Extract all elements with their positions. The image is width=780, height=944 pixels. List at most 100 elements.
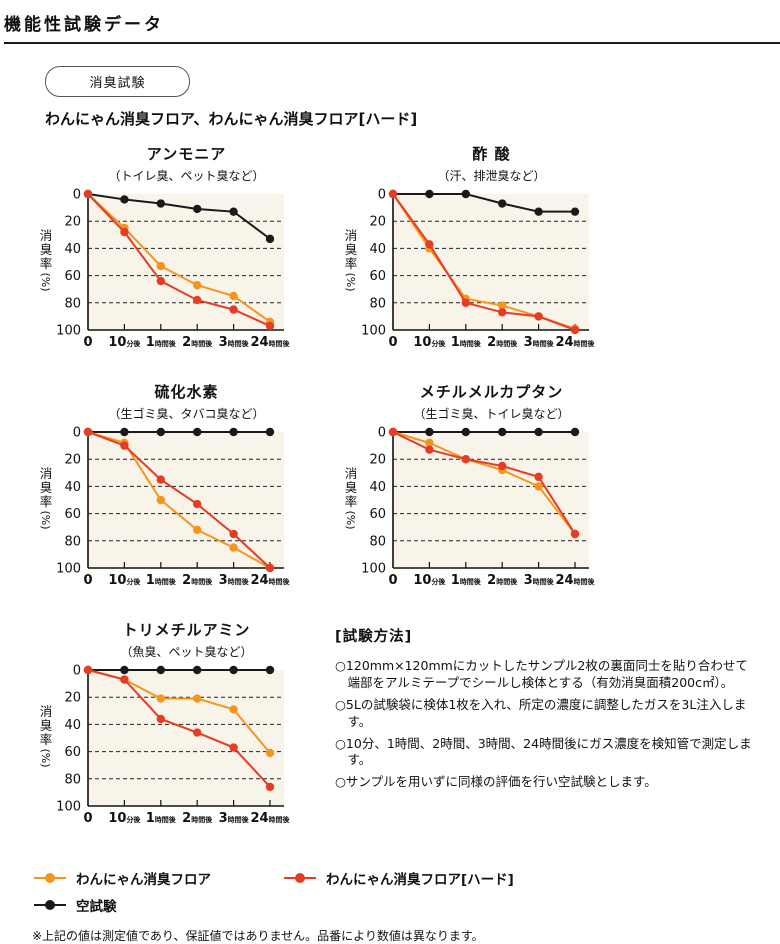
svg-text:率: 率 xyxy=(40,732,53,747)
svg-text:(%): (%) xyxy=(39,748,52,767)
svg-text:10分後: 10分後 xyxy=(108,335,141,350)
test-method-title: [試験方法] xyxy=(335,629,413,645)
legend-row-2: 空試験 xyxy=(34,895,780,915)
legend-label: 空試験 xyxy=(76,899,117,915)
svg-text:2時間後: 2時間後 xyxy=(182,335,213,350)
svg-text:0: 0 xyxy=(83,335,92,350)
svg-text:24時間後: 24時間後 xyxy=(250,573,290,588)
svg-text:3時間後: 3時間後 xyxy=(219,335,250,350)
svg-text:2時間後: 2時間後 xyxy=(182,811,213,826)
svg-text:10分後: 10分後 xyxy=(413,573,446,588)
svg-text:臭: 臭 xyxy=(40,480,53,495)
svg-text:0: 0 xyxy=(378,426,386,441)
chart-hydrogen-sulfide: 硫化水素 （生ゴミ臭、タバコ臭など） 0 20 40 60 80 100 0 10分後 1時間後… xyxy=(30,381,315,596)
chart-title: アンモニア xyxy=(146,145,227,163)
svg-text:率: 率 xyxy=(345,256,358,271)
svg-text:60: 60 xyxy=(369,507,386,522)
svg-text:率: 率 xyxy=(40,494,53,509)
svg-text:40: 40 xyxy=(64,480,81,495)
legend-marker-floor-hard-icon xyxy=(284,873,316,883)
chart-subtitle: （トイレ臭、ペット臭など） xyxy=(108,169,265,183)
svg-text:0: 0 xyxy=(73,188,81,203)
svg-text:24時間後: 24時間後 xyxy=(250,335,290,350)
svg-text:3時間後: 3時間後 xyxy=(219,811,250,826)
chart-row-3: トリメチルアミン （魚臭、ペット臭など） 0 20 40 60 80 100 0 10分後 1時… xyxy=(30,619,780,834)
svg-text:2時間後: 2時間後 xyxy=(487,573,518,588)
product-subtitle: わんにゃん消臭フロア、わんにゃん消臭フロア[ハード] xyxy=(45,110,418,128)
svg-text:0: 0 xyxy=(73,426,81,441)
svg-text:率: 率 xyxy=(345,494,358,509)
chart-title: メチルメルカプタン xyxy=(419,383,564,401)
chart-row-2: 硫化水素 （生ゴミ臭、タバコ臭など） 0 20 40 60 80 100 0 10分後 1時間後… xyxy=(30,381,780,596)
svg-text:臭: 臭 xyxy=(40,718,53,733)
charts-grid: アンモニア （トイレ臭、ペット臭など） 0 20 40 60 80 100 0 10分後 1時間… xyxy=(30,143,780,834)
legend-label: わんにゃん消臭フロア[ハード] xyxy=(326,872,514,888)
svg-text:24時間後: 24時間後 xyxy=(555,335,595,350)
svg-text:3時間後: 3時間後 xyxy=(524,335,555,350)
chart-subtitle: （生ゴミ臭、タバコ臭など） xyxy=(108,407,265,421)
test-method-item: ○5Lの試験袋に検体1枚を入れ、所定の濃度に調整したガスを3L注入します。 xyxy=(335,696,747,729)
svg-text:1時間後: 1時間後 xyxy=(146,811,177,826)
svg-text:40: 40 xyxy=(369,242,386,257)
svg-text:40: 40 xyxy=(369,480,386,495)
svg-text:10分後: 10分後 xyxy=(413,335,446,350)
svg-text:20: 20 xyxy=(64,453,81,468)
page-title: 機能性試験データ xyxy=(4,15,164,35)
svg-text:臭: 臭 xyxy=(345,242,358,257)
chart-title: トリメチルアミン xyxy=(122,621,251,639)
svg-text:80: 80 xyxy=(64,534,81,549)
chart-title: 硫化水素 xyxy=(154,383,219,401)
test-method-list: ○120mm×120mmにカットしたサンプル2枚の裏面同士を貼り合わせて端部をア… xyxy=(335,658,753,791)
deodorization-test-badge: 消臭試験 xyxy=(45,66,190,97)
test-method-section: [試験方法] ○120mm×120mmにカットしたサンプル2枚の裏面同士を貼り合… xyxy=(335,625,753,834)
chart-acetic-acid: 酢 酸 （汗、排泄臭など） 0 20 40 60 80 100 0 10分後 1時間後 2時間後 3… xyxy=(335,143,620,358)
header-divider xyxy=(4,42,780,44)
svg-text:臭: 臭 xyxy=(40,242,53,257)
svg-text:20: 20 xyxy=(64,691,81,706)
svg-text:0: 0 xyxy=(83,811,92,826)
svg-text:20: 20 xyxy=(64,215,81,230)
svg-text:2時間後: 2時間後 xyxy=(182,573,213,588)
svg-text:80: 80 xyxy=(64,772,81,787)
legend-marker-floor-icon xyxy=(34,873,66,883)
svg-text:1時間後: 1時間後 xyxy=(146,573,177,588)
svg-text:0: 0 xyxy=(83,573,92,588)
footnote: ※上記の値は測定値であり、保証値ではありません。品番により数値は異なります。 xyxy=(32,929,484,943)
svg-text:(%): (%) xyxy=(344,272,357,291)
chart-subtitle: （生ゴミ臭、トイレ臭など） xyxy=(413,407,570,421)
chart-title: 酢 酸 xyxy=(472,145,511,163)
svg-text:80: 80 xyxy=(369,296,386,311)
legend-row-1: わんにゃん消臭フロア わんにゃん消臭フロア[ハード] xyxy=(34,868,780,888)
svg-text:10分後: 10分後 xyxy=(108,573,141,588)
svg-text:100: 100 xyxy=(361,562,386,577)
svg-text:1時間後: 1時間後 xyxy=(451,335,482,350)
test-method-item: ○10分、1時間、2時間、3時間、24時間後にガス濃度を検知管で測定します。 xyxy=(335,735,752,768)
svg-text:0: 0 xyxy=(388,573,397,588)
svg-text:(%): (%) xyxy=(344,510,357,529)
svg-text:0: 0 xyxy=(378,188,386,203)
svg-text:40: 40 xyxy=(64,718,81,733)
svg-text:(%): (%) xyxy=(39,272,52,291)
svg-text:3時間後: 3時間後 xyxy=(219,573,250,588)
svg-text:24時間後: 24時間後 xyxy=(250,811,290,826)
svg-text:消: 消 xyxy=(40,704,53,719)
svg-text:0: 0 xyxy=(388,335,397,350)
chart-subtitle: （魚臭、ペット臭など） xyxy=(120,645,253,659)
svg-text:10分後: 10分後 xyxy=(108,811,141,826)
chart-ammonia: アンモニア （トイレ臭、ペット臭など） 0 20 40 60 80 100 0 10分後 1時間… xyxy=(30,143,315,358)
svg-text:60: 60 xyxy=(64,507,81,522)
chart-subtitle: （汗、排泄臭など） xyxy=(437,169,546,183)
svg-text:3時間後: 3時間後 xyxy=(524,573,555,588)
svg-text:消: 消 xyxy=(40,466,53,481)
svg-text:率: 率 xyxy=(40,256,53,271)
svg-text:100: 100 xyxy=(56,324,81,339)
legend-marker-blank-test-icon xyxy=(34,900,66,910)
legend-item-floor-hard: わんにゃん消臭フロア[ハード] xyxy=(284,868,514,888)
svg-text:消: 消 xyxy=(345,466,358,481)
svg-text:24時間後: 24時間後 xyxy=(555,573,595,588)
svg-text:80: 80 xyxy=(64,296,81,311)
